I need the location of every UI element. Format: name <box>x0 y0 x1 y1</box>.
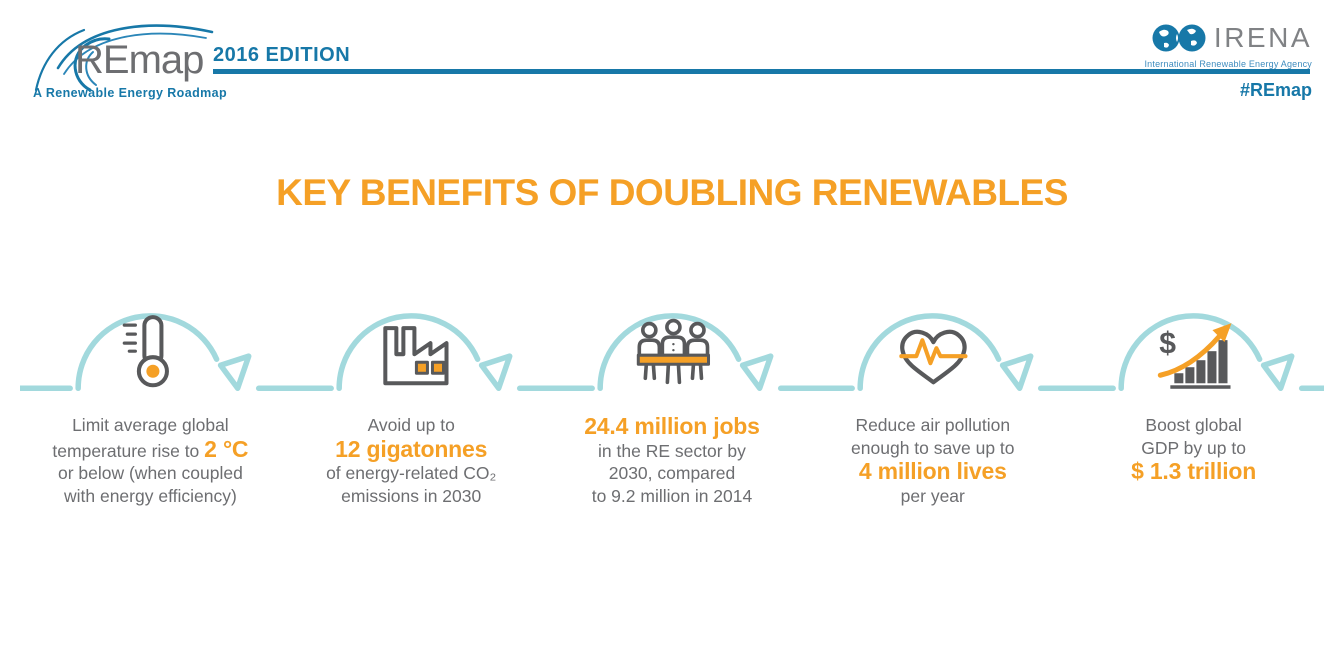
benefit-text: of energy-related CO₂ <box>326 463 497 484</box>
arch-arrow-graphic <box>20 313 281 392</box>
remap-swoosh-icon <box>34 24 214 92</box>
remap-logo: REmap A Renewable Energy Roadmap <box>28 10 227 106</box>
benefit-highlight-text: 2 °C <box>204 435 249 462</box>
benefit-text: Avoid up to <box>367 415 455 436</box>
benefit-text: enough to save up to <box>851 437 1015 458</box>
arch-arrow-graphic <box>802 313 1064 392</box>
heart-pulse-icon <box>899 329 968 385</box>
benefit-text: in the RE sector by <box>598 441 746 462</box>
benefit-column-emissions: Avoid up to 12 gigatonnes of energy-relate… <box>280 294 542 507</box>
benefit-text: or below (when coupled <box>57 463 243 484</box>
header-divider <box>213 69 1310 74</box>
benefits-band: Limit average global temperature rise to … <box>20 294 1324 507</box>
edition-label: 2016 EDITION <box>213 44 351 66</box>
irena-wordmark: IRENA <box>1213 22 1312 53</box>
benefit-caption-health: Reduce air pollution enough to save up to… <box>808 414 1058 506</box>
irena-subtitle: International Renewable Energy Agency <box>1144 59 1312 69</box>
arch-arrow-graphic: $ <box>1063 313 1324 392</box>
benefit-caption-emissions: Avoid up to 12 gigatonnes of energy-relate… <box>286 414 536 506</box>
benefit-highlight-text: $ 1.3 trillion <box>1131 457 1257 484</box>
hashtag-label: #REmap <box>1239 80 1312 100</box>
remap-wordmark: REmap <box>75 38 204 82</box>
benefit-text: Limit average global <box>72 415 229 436</box>
benefit-text: emissions in 2030 <box>341 485 482 506</box>
benefit-text: 2030, compared <box>608 463 736 484</box>
benefit-text: with energy efficiency) <box>63 485 237 506</box>
jobs-people-icon <box>636 318 710 385</box>
benefit-text: per year <box>900 485 965 506</box>
svg-text:$: $ <box>1159 327 1176 360</box>
factory-emissions-icon <box>383 326 449 386</box>
benefit-column-health: Reduce air pollution enough to save up to… <box>802 294 1064 507</box>
benefit-caption-jobs: 24.4 million jobs in the RE sector by 2030… <box>547 413 797 506</box>
benefit-text: GDP by up to <box>1141 437 1246 458</box>
benefit-highlight-text: 24.4 million jobs <box>584 413 760 440</box>
benefit-column-temperature: Limit average global temperature rise to … <box>20 294 281 507</box>
arch-arrow-graphic <box>280 313 542 392</box>
irena-globes-icon <box>1152 24 1206 52</box>
remap-tagline: A Renewable Energy Roadmap <box>33 86 228 100</box>
benefit-text: to 9.2 million in 2014 <box>591 485 753 506</box>
thermometer-icon <box>122 315 169 388</box>
arch-arrow-graphic <box>541 313 803 392</box>
gdp-growth-icon: $ <box>1157 323 1232 389</box>
benefit-text: temperature rise to <box>52 440 205 461</box>
benefit-column-gdp: $ Boost global GDP by up to $ 1.3 trillion <box>1063 294 1324 507</box>
benefit-highlight-text: 4 million lives <box>858 457 1007 484</box>
benefit-text: Boost global <box>1145 415 1242 436</box>
benefit-column-jobs: 24.4 million jobs in the RE sector by 2030… <box>541 294 803 507</box>
page-title: KEY BENEFITS OF DOUBLING RENEWABLES <box>276 172 1068 213</box>
benefit-caption-gdp: Boost global GDP by up to $ 1.3 trillion <box>1069 414 1319 484</box>
irena-logo: IRENA International Renewable Energy Age… <box>1144 20 1312 70</box>
benefit-text: Reduce air pollution <box>855 415 1011 436</box>
benefit-highlight-text: 12 gigatonnes <box>335 435 488 462</box>
benefit-caption-temperature: Limit average global temperature rise to … <box>25 414 275 506</box>
